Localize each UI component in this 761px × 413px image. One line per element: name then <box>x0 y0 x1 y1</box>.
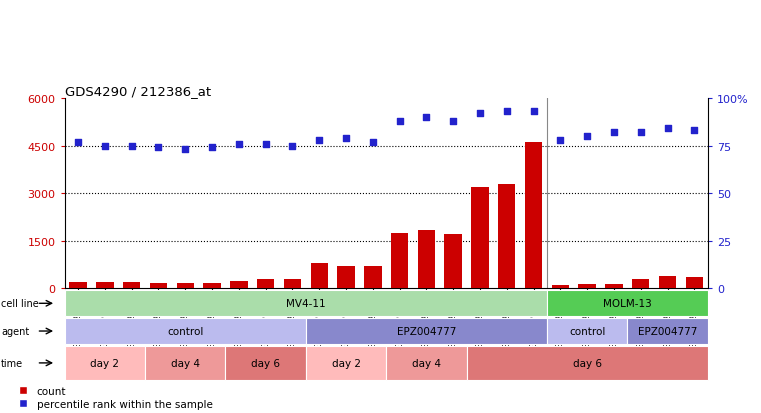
Text: day 4: day 4 <box>170 358 199 368</box>
Text: day 6: day 6 <box>251 358 280 368</box>
Point <box>233 141 245 147</box>
Bar <box>444 235 462 289</box>
Legend: count, percentile rank within the sample: count, percentile rank within the sample <box>13 386 212 409</box>
Bar <box>578 285 596 289</box>
Bar <box>466 346 708 380</box>
Point <box>447 118 460 125</box>
Text: EPZ004777: EPZ004777 <box>638 326 697 336</box>
Bar <box>391 233 409 289</box>
Point <box>501 109 513 115</box>
Bar <box>337 266 355 289</box>
Point <box>635 130 647 136</box>
Text: time: time <box>2 358 24 368</box>
Bar <box>525 143 543 289</box>
Point <box>179 147 191 153</box>
Bar <box>225 346 306 380</box>
Bar <box>498 184 515 289</box>
Point <box>260 141 272 147</box>
Bar <box>203 283 221 289</box>
Point <box>554 137 566 144</box>
Bar <box>306 346 387 380</box>
Point <box>152 145 164 152</box>
Point <box>99 143 111 150</box>
Bar <box>123 282 140 289</box>
Bar <box>364 266 381 289</box>
Point <box>393 118 406 125</box>
Point <box>340 135 352 142</box>
Bar <box>310 263 328 289</box>
Bar <box>471 188 489 289</box>
Bar <box>230 282 247 289</box>
Text: control: control <box>167 326 203 336</box>
Text: MV4-11: MV4-11 <box>286 299 326 309</box>
Point <box>474 111 486 117</box>
Point <box>72 139 84 146</box>
Bar <box>659 277 677 289</box>
Bar <box>547 318 627 344</box>
Bar <box>387 346 466 380</box>
Point <box>608 130 620 136</box>
Point <box>688 128 700 134</box>
Text: day 2: day 2 <box>91 358 119 368</box>
Point <box>527 109 540 115</box>
Bar <box>306 318 547 344</box>
Bar <box>284 280 301 289</box>
Text: day 6: day 6 <box>573 358 602 368</box>
Text: EPZ004777: EPZ004777 <box>396 326 456 336</box>
Text: GDS4290 / 212386_at: GDS4290 / 212386_at <box>65 85 211 97</box>
Bar <box>632 280 649 289</box>
Point <box>661 126 673 133</box>
Text: cell line: cell line <box>2 299 39 309</box>
Bar <box>150 283 167 289</box>
Bar <box>69 282 87 289</box>
Point <box>581 133 594 140</box>
Point <box>286 143 298 150</box>
Text: day 2: day 2 <box>332 358 361 368</box>
Text: control: control <box>569 326 605 336</box>
Bar <box>145 346 225 380</box>
Bar <box>627 318 708 344</box>
Bar <box>552 285 569 289</box>
Bar <box>418 230 435 289</box>
Point <box>367 139 379 146</box>
Point <box>420 114 432 121</box>
Point <box>126 143 138 150</box>
Bar <box>547 291 708 316</box>
Bar <box>96 282 113 289</box>
Bar <box>257 279 275 289</box>
Bar <box>65 291 547 316</box>
Bar <box>605 285 622 289</box>
Bar <box>65 346 145 380</box>
Bar <box>686 277 703 289</box>
Text: MOLM-13: MOLM-13 <box>603 299 651 309</box>
Point <box>313 137 325 144</box>
Point <box>206 145 218 152</box>
Text: day 4: day 4 <box>412 358 441 368</box>
Text: agent: agent <box>2 326 30 336</box>
Bar <box>65 318 306 344</box>
Bar <box>177 283 194 289</box>
